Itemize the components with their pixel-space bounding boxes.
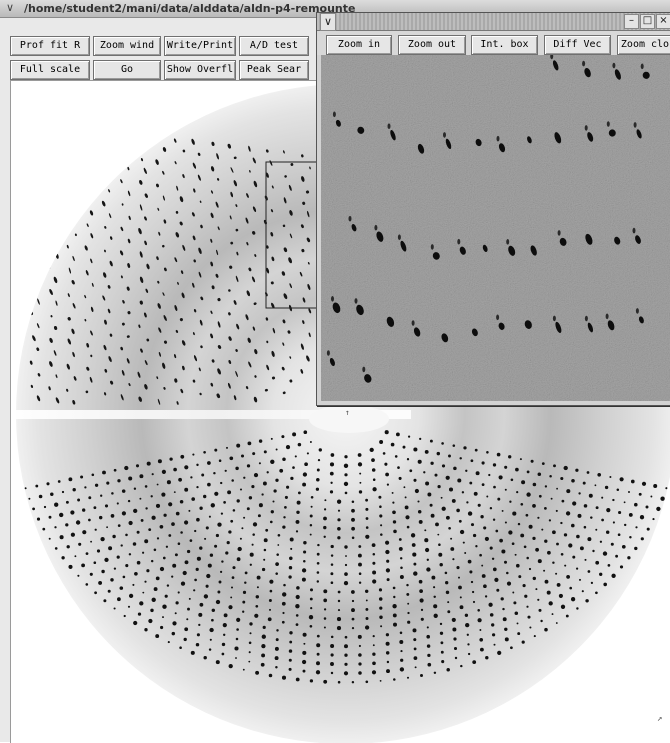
zoom-in-button[interactable]: Zoom in [326, 35, 392, 55]
zoom-toolbar: Zoom in Zoom out Int. box Diff Vec Zoom … [317, 31, 670, 55]
minimize-icon[interactable]: – [624, 14, 639, 29]
zoom-window[interactable]: ∨ – □ × Zoom in Zoom out Int. box Diff V… [316, 12, 670, 406]
show-overflow-button[interactable]: Show Overfl [164, 60, 236, 80]
peak-search-button[interactable]: Peak Sear [239, 60, 309, 80]
window-title: /home/student2/mani/data/alddata/aldn-p4… [24, 2, 355, 15]
full-scale-button[interactable]: Full scale [10, 60, 90, 80]
go-button[interactable]: Go [93, 60, 161, 80]
zoom-background [321, 55, 670, 401]
zoom-image-canvas[interactable] [321, 55, 670, 401]
maximize-icon[interactable]: □ [640, 14, 655, 29]
close-icon[interactable]: × [656, 14, 670, 29]
ad-test-button[interactable]: A/D test [239, 36, 309, 56]
diff-vec-button[interactable]: Diff Vec [544, 35, 611, 55]
int-box-button[interactable]: Int. box [471, 35, 538, 55]
zoomed-diffraction-image [321, 55, 670, 401]
zoom-menu-chevron-down-icon[interactable]: ∨ [320, 13, 336, 31]
svg-text:↗: ↗ [657, 714, 662, 724]
write-print-button[interactable]: Write/Print [164, 36, 236, 56]
prof-fit-button[interactable]: Prof fit R [10, 36, 90, 56]
zoom-close-button[interactable]: Zoom clos [617, 35, 670, 55]
window-menu-chevron-down-icon[interactable]: ∨ [3, 1, 17, 15]
zoom-out-button[interactable]: Zoom out [398, 35, 466, 55]
zoom-window-button[interactable]: Zoom wind [93, 36, 161, 56]
zoom-window-title-bar[interactable]: ∨ – □ × [317, 13, 670, 31]
svg-text:↑: ↑ [345, 408, 350, 417]
